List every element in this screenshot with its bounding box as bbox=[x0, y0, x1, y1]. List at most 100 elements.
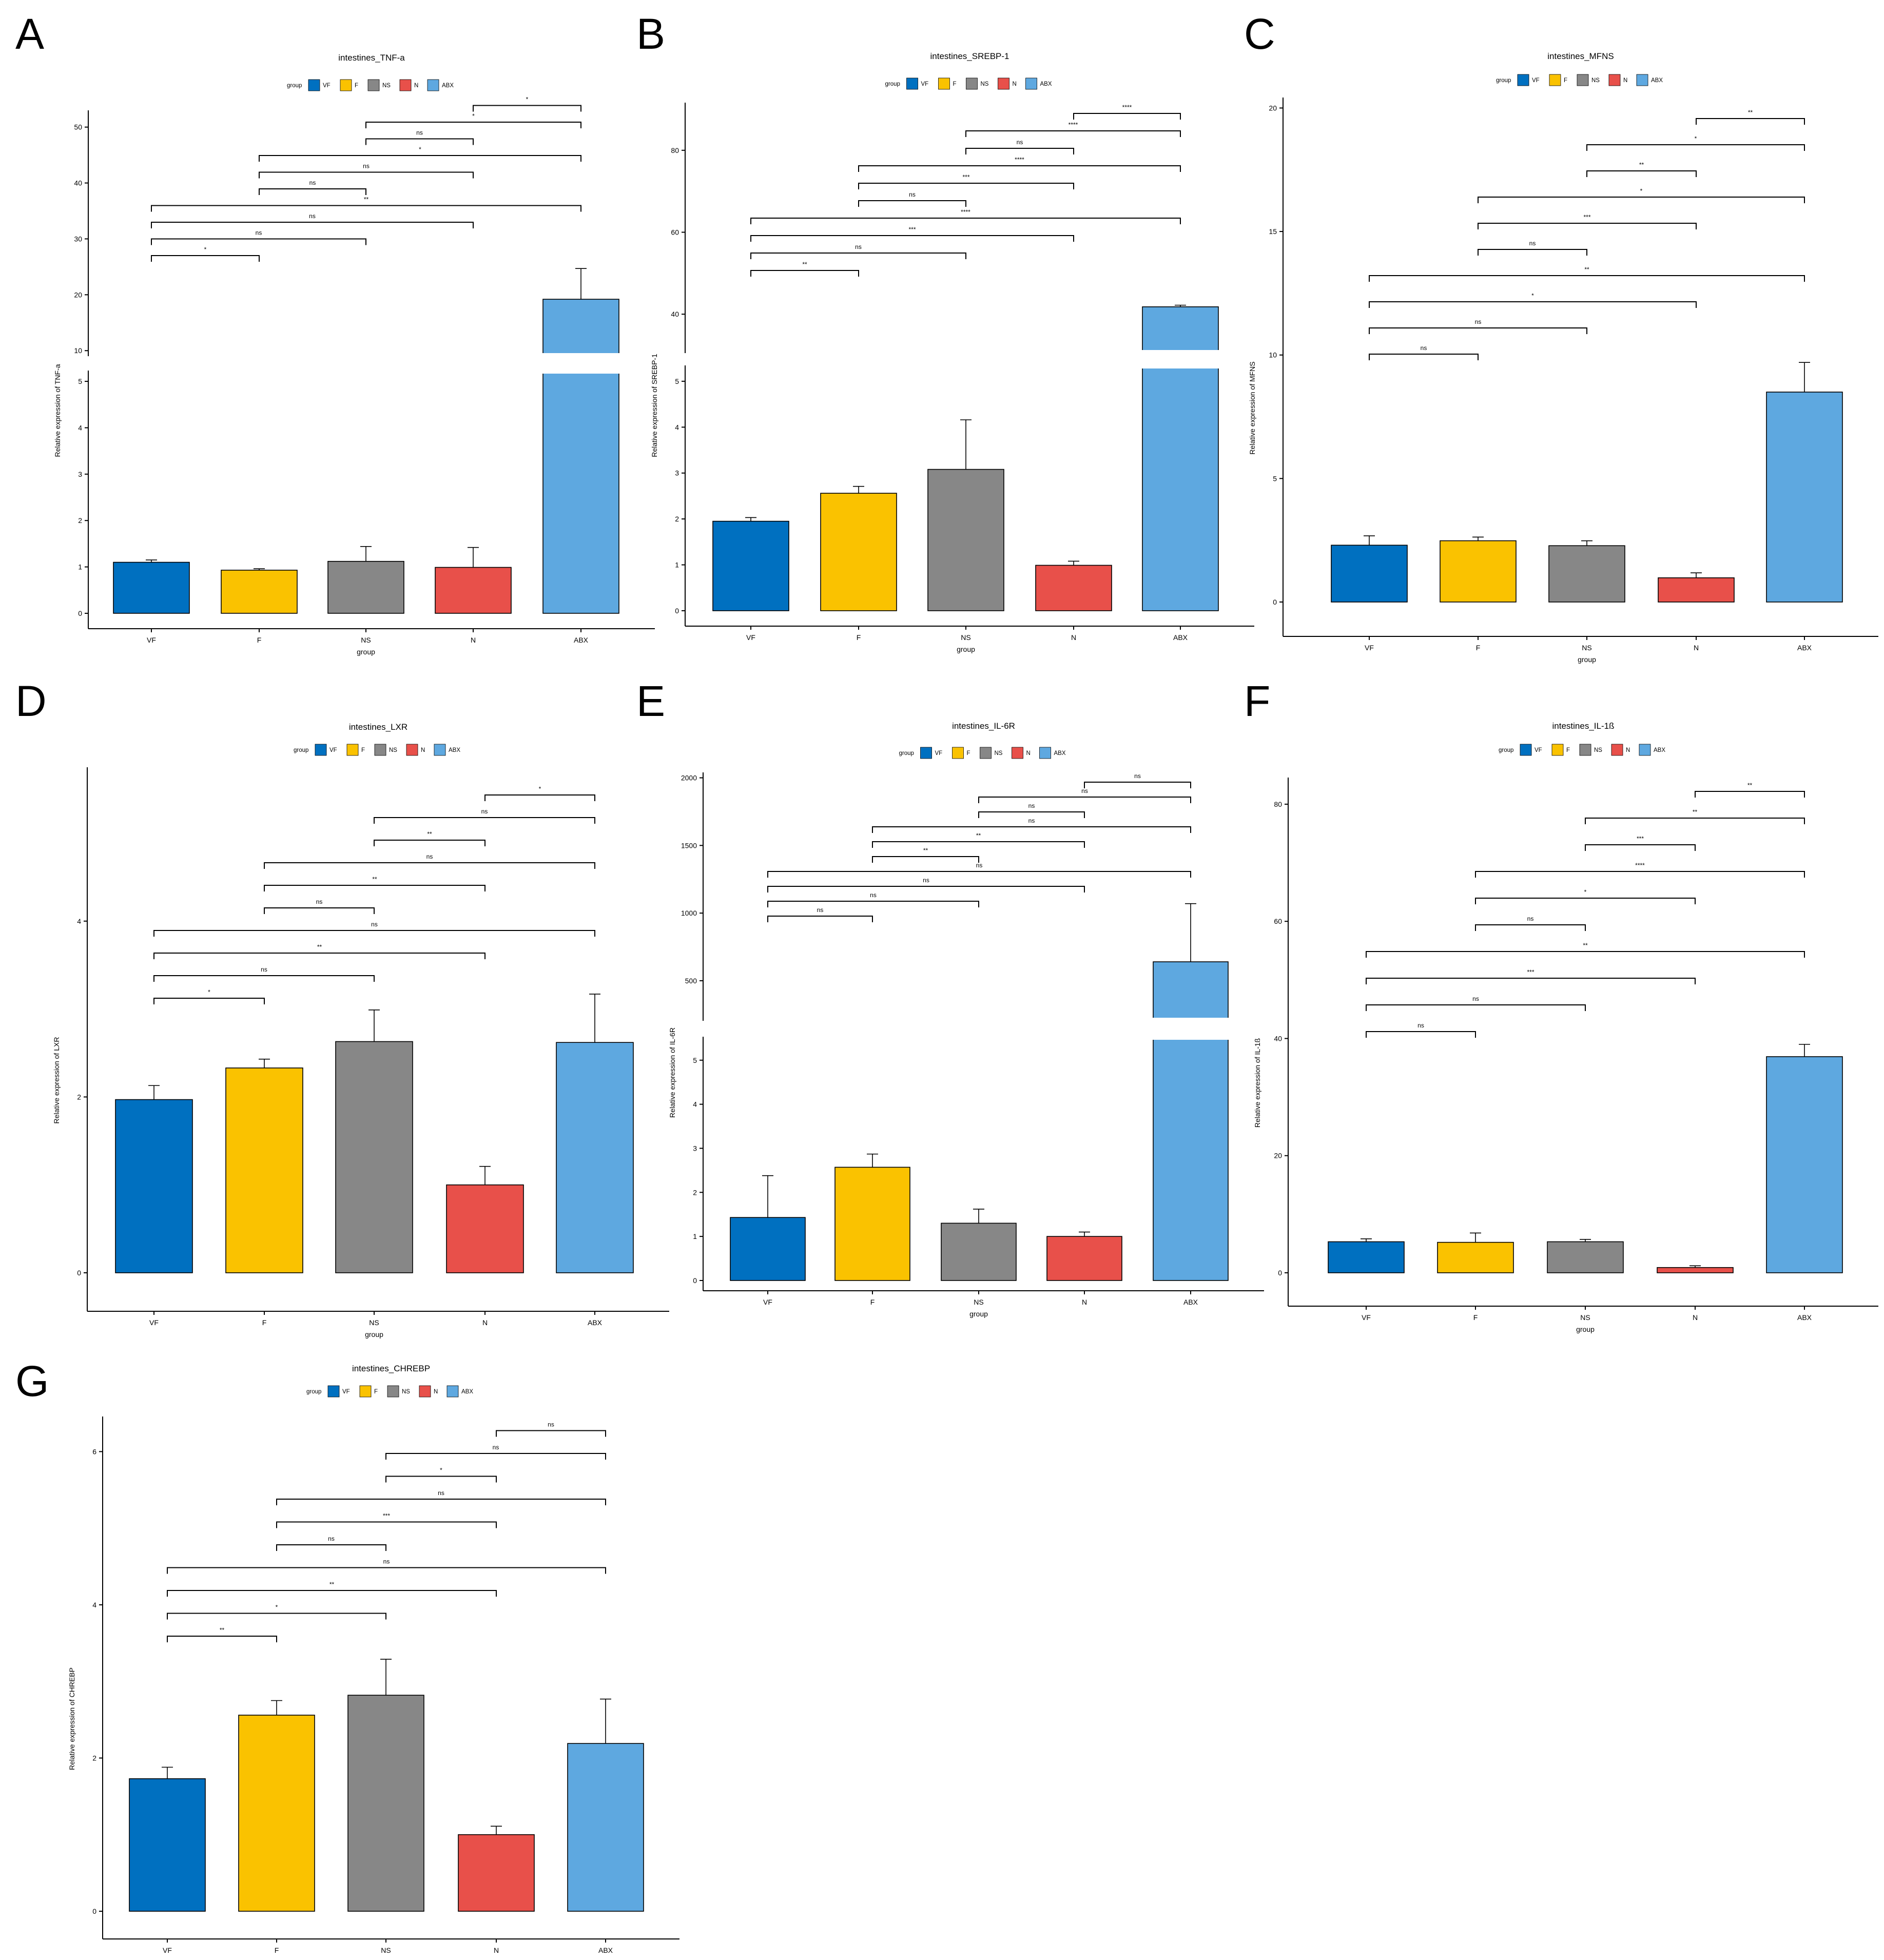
significance-label: ns bbox=[1421, 344, 1427, 352]
legend-swatch-ns bbox=[966, 77, 978, 90]
x-tick-label-f: F bbox=[857, 633, 861, 642]
legend-label-vf: VF bbox=[921, 81, 929, 87]
significance-label: * bbox=[526, 96, 529, 103]
bar-break-gap bbox=[1141, 350, 1219, 368]
legend-swatch-vf bbox=[1517, 74, 1529, 86]
significance-label: ns bbox=[1134, 772, 1141, 780]
significance-bracket bbox=[365, 138, 474, 145]
x-tick-label-abx: ABX bbox=[1797, 644, 1812, 652]
significance-label: * bbox=[208, 988, 210, 996]
legend-label-n: N bbox=[414, 83, 418, 89]
significance-label: ** bbox=[1584, 266, 1589, 273]
x-tick-label-ns: NS bbox=[381, 1946, 391, 1954]
y-tick-label: 1500 bbox=[681, 841, 697, 849]
panel-letter: F bbox=[1244, 677, 1270, 725]
bar-n bbox=[1035, 565, 1112, 611]
x-tick-label-n: N bbox=[1071, 633, 1076, 642]
legend-label-ns: NS bbox=[1591, 77, 1600, 84]
legend-label-f: F bbox=[1566, 747, 1570, 753]
x-axis-label: group bbox=[957, 645, 975, 653]
legend-title: group bbox=[885, 81, 900, 87]
legend: group VF F NS N ABX bbox=[1499, 744, 1665, 756]
x-tick-label-f: F bbox=[1473, 1313, 1478, 1322]
significance-label: ns bbox=[976, 862, 983, 869]
bar-vf bbox=[1328, 1241, 1405, 1273]
significance-label: ** bbox=[1639, 161, 1644, 168]
legend-label-abx: ABX bbox=[1054, 750, 1066, 756]
significance-label: ns bbox=[1529, 240, 1536, 247]
x-tick-label-abx: ABX bbox=[1173, 633, 1188, 642]
legend-swatch-ns bbox=[980, 747, 992, 759]
y-tick-label: 30 bbox=[74, 235, 82, 243]
significance-bracket bbox=[276, 1499, 606, 1505]
significance-bracket bbox=[1366, 1004, 1586, 1011]
significance-bracket bbox=[1366, 978, 1696, 984]
legend-swatch-ns bbox=[387, 1385, 399, 1398]
significance-bracket bbox=[1585, 818, 1805, 824]
significance-label: **** bbox=[1635, 862, 1645, 869]
significance-bracket bbox=[1369, 327, 1587, 334]
x-tick-label-vf: VF bbox=[149, 1318, 159, 1327]
bar-vf bbox=[730, 1217, 806, 1281]
bar-break-gap bbox=[1152, 1018, 1229, 1040]
y-tick-label: 1000 bbox=[681, 909, 697, 917]
legend-label-ns: NS bbox=[402, 1389, 410, 1395]
y-tick-label: 3 bbox=[675, 469, 679, 477]
y-axis-label: Relative expression of SREBP-1 bbox=[650, 354, 658, 457]
significance-bracket bbox=[965, 148, 1074, 154]
x-tick-label-f: F bbox=[262, 1318, 267, 1327]
x-tick-label-abx: ABX bbox=[588, 1318, 603, 1327]
x-axis-label: group bbox=[1576, 1325, 1595, 1333]
legend-swatch-ns bbox=[1579, 744, 1591, 756]
chart-title: intestines_LXR bbox=[349, 722, 407, 732]
bar-abx bbox=[556, 1042, 634, 1273]
chart-title: intestines_IL-6R bbox=[952, 721, 1015, 731]
significance-label: ns bbox=[256, 229, 262, 237]
legend-title: group bbox=[294, 747, 308, 753]
bar-f bbox=[221, 570, 298, 614]
significance-bracket bbox=[1475, 924, 1586, 931]
bar-n bbox=[435, 567, 512, 614]
legend-swatch-f bbox=[346, 744, 359, 756]
y-tick-label: 0 bbox=[77, 1269, 81, 1277]
bar-n bbox=[446, 1184, 524, 1273]
x-axis-label: group bbox=[1578, 655, 1596, 664]
significance-label: ns bbox=[481, 808, 488, 815]
x-tick-label-abx: ABX bbox=[1797, 1313, 1812, 1322]
significance-bracket bbox=[767, 871, 1191, 878]
y-tick-label: 4 bbox=[92, 1601, 96, 1609]
y-tick-label: 20 bbox=[1269, 104, 1277, 112]
y-axis-label: Relative expression of TNF-a bbox=[53, 364, 62, 457]
x-tick-label-f: F bbox=[257, 636, 262, 644]
significance-bracket bbox=[1585, 844, 1696, 851]
y-axis-label: Relative expression of IL-1ß bbox=[1253, 1038, 1261, 1128]
significance-bracket bbox=[1695, 791, 1805, 798]
legend-swatch-abx bbox=[1636, 74, 1648, 86]
legend-label-abx: ABX bbox=[1651, 77, 1663, 84]
bar-vf bbox=[115, 1099, 193, 1273]
x-tick-label-vf: VF bbox=[763, 1298, 772, 1306]
significance-bracket bbox=[750, 253, 966, 259]
legend: group VF F NS N ABX bbox=[306, 1385, 473, 1398]
panel-letter: E bbox=[636, 677, 665, 725]
significance-label: ns bbox=[261, 966, 267, 973]
bar-f bbox=[834, 1167, 910, 1281]
legend-label-abx: ABX bbox=[1654, 747, 1665, 753]
bar-ns bbox=[335, 1041, 413, 1273]
significance-label: ** bbox=[372, 876, 377, 883]
significance-bracket bbox=[151, 205, 581, 212]
significance-label: * bbox=[472, 112, 475, 120]
legend-label-ns: NS bbox=[995, 750, 1003, 756]
y-tick-label: 0 bbox=[78, 609, 82, 617]
bar-f bbox=[820, 493, 897, 611]
y-tick-label: 80 bbox=[1274, 800, 1282, 808]
x-tick-label-vf: VF bbox=[163, 1946, 172, 1954]
y-tick-label: 0 bbox=[1278, 1269, 1282, 1277]
significance-label: *** bbox=[908, 226, 916, 233]
significance-bracket bbox=[473, 105, 581, 112]
legend-swatch-abx bbox=[1639, 744, 1651, 756]
significance-bracket bbox=[858, 183, 1074, 189]
legend-swatch-vf bbox=[1520, 744, 1532, 756]
significance-bracket bbox=[264, 885, 485, 891]
